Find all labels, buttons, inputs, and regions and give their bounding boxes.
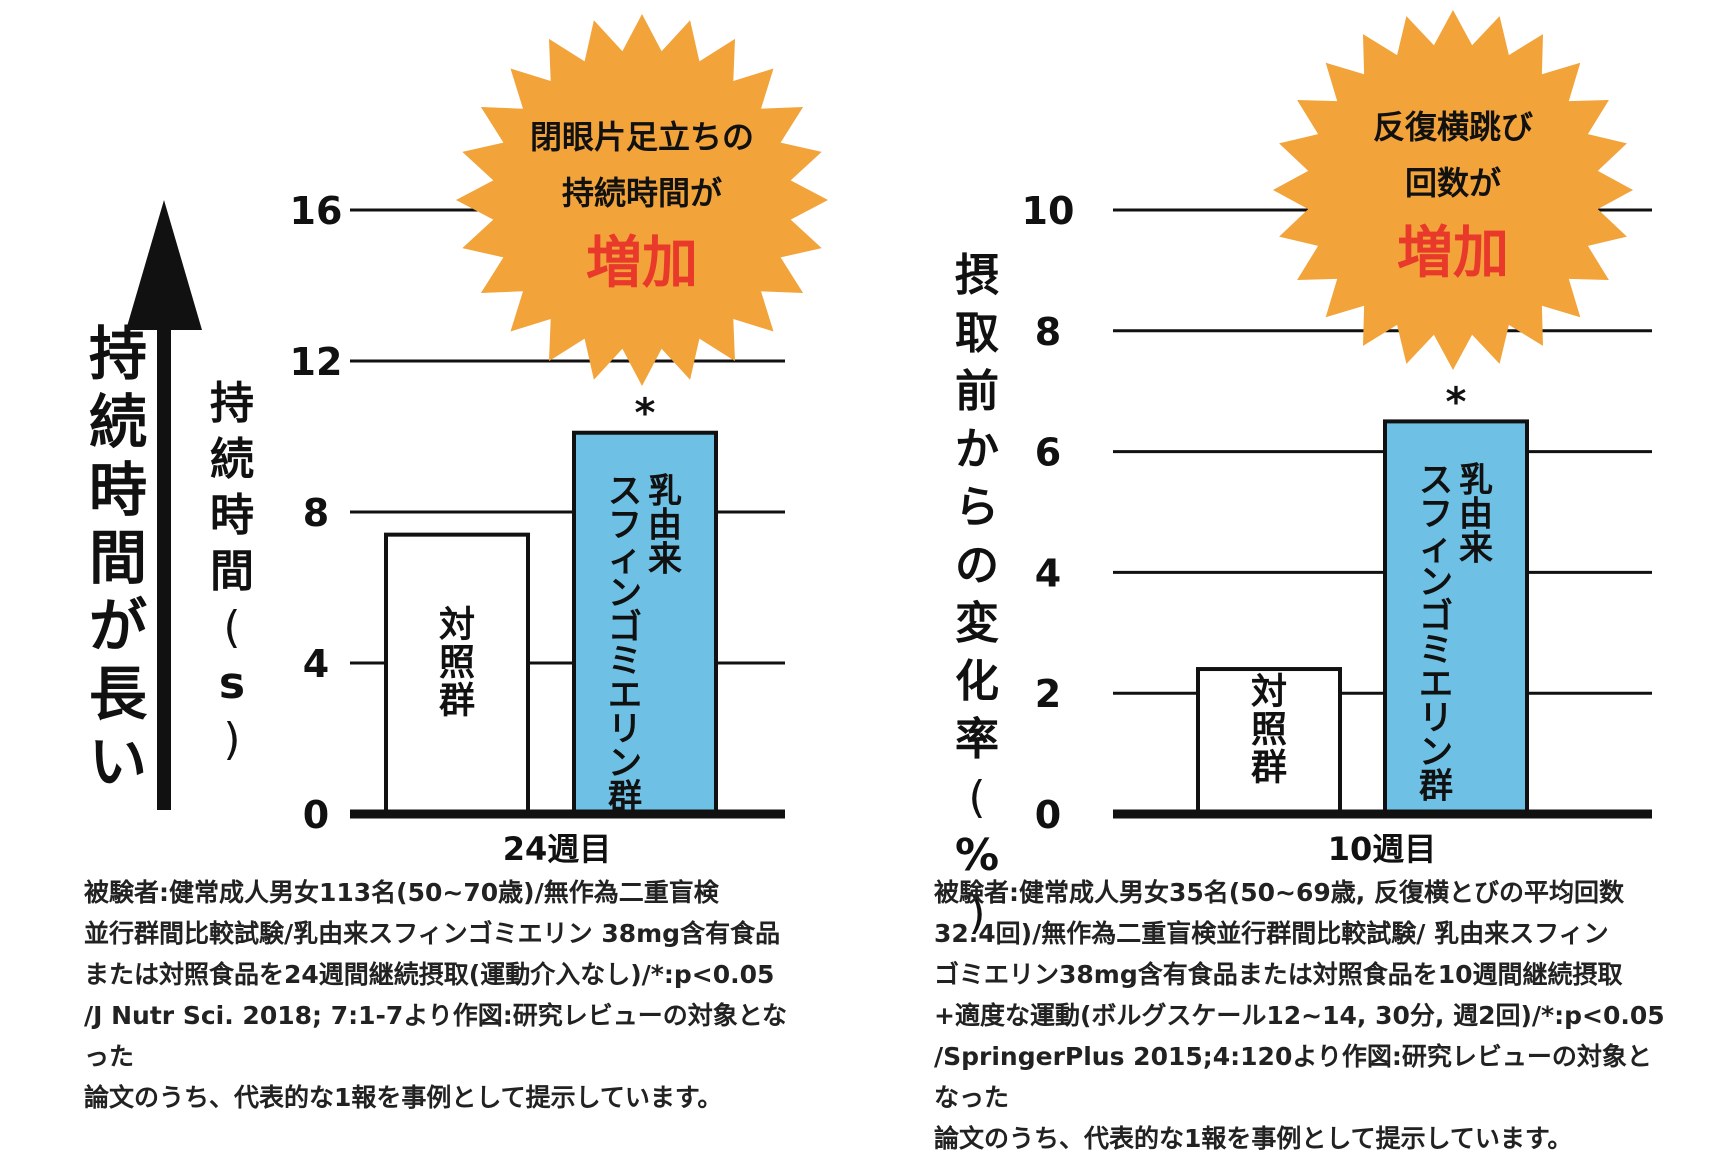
bar-control (1196, 667, 1342, 816)
y-tick-label: 8 (303, 491, 329, 535)
bar-sphingomyelin (572, 430, 718, 816)
bar-label-sphingomyelin-col: スフィンゴミエリン群 (1419, 460, 1453, 806)
bar-label-sphingomyelin-col: スフィンゴミエリン群 (608, 472, 642, 818)
significance-asterisk: * (1446, 379, 1467, 425)
y-tick-label: 6 (1035, 431, 1061, 475)
bar-sphingomyelin (1383, 419, 1529, 816)
callout-text: 閉眼片足立ちの (530, 118, 754, 156)
y-tick-label: 4 (303, 642, 329, 686)
callout-burst (1273, 10, 1633, 370)
y-tick-label: 16 (290, 189, 343, 233)
figure-canvas: 持続時間が長い 0481216対照群乳由来スフィンゴミエリン群*持続時間(s)2… (89, 10, 1652, 939)
bar-label-sphingomyelin-col: 乳由来 (648, 472, 682, 580)
callout-text: 持続時間が (562, 174, 722, 212)
callout-emphasis: 増加 (586, 231, 698, 296)
y-axis-label: 摂取前からの変化率(%) (955, 250, 999, 939)
significance-asterisk: * (635, 391, 656, 437)
callout-text: 回数が (1405, 164, 1501, 202)
y-tick-label: 4 (1035, 551, 1061, 595)
y-tick-label: 2 (1035, 672, 1061, 716)
x-axis-label: 24週目 (503, 830, 612, 868)
study-note-right: 被験者:健常成人男女35名(50~69歳, 反復横とびの平均回数 32.4回)/… (934, 878, 1665, 1153)
study-note-left: 被験者:健常成人男女113名(50~70歳)/無作為二重盲検 並行群間比較試験/… (84, 878, 788, 1112)
longer-duration-arrow (126, 200, 202, 810)
bar-label-control: 対照群 (1251, 672, 1287, 789)
y-axis-label: 持続時間(s) (210, 378, 254, 765)
callout-burst (456, 14, 828, 386)
callout-emphasis: 増加 (1397, 221, 1509, 286)
bar-label-control: 対照群 (439, 604, 475, 721)
y-tick-label: 0 (1035, 793, 1061, 837)
y-tick-label: 8 (1035, 310, 1061, 354)
y-tick-label: 12 (290, 340, 343, 384)
bar-label-sphingomyelin-col: 乳由来 (1459, 460, 1493, 568)
arrow-label: 持続時間が長い (89, 320, 148, 796)
callout-text: 反復横跳び (1373, 108, 1533, 146)
x-axis-label: 10週目 (1328, 830, 1437, 868)
y-tick-label: 0 (303, 793, 329, 837)
y-tick-label: 10 (1022, 189, 1075, 233)
